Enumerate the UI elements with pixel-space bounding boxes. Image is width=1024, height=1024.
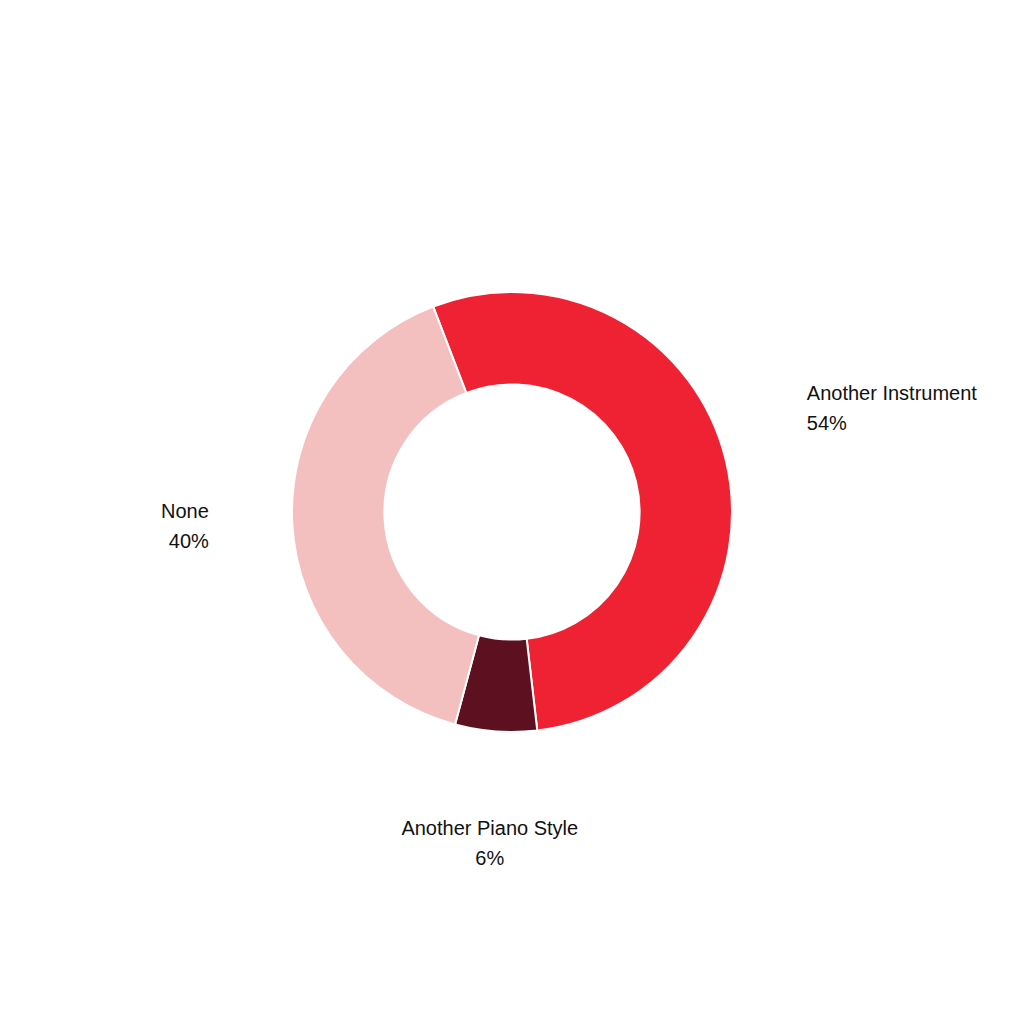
svg-text:Another Piano Style6%: Another Piano Style6% <box>401 817 578 869</box>
svg-text:None40%: None40% <box>161 500 209 552</box>
svg-text:Another Instrument54%: Another Instrument54% <box>807 382 978 434</box>
